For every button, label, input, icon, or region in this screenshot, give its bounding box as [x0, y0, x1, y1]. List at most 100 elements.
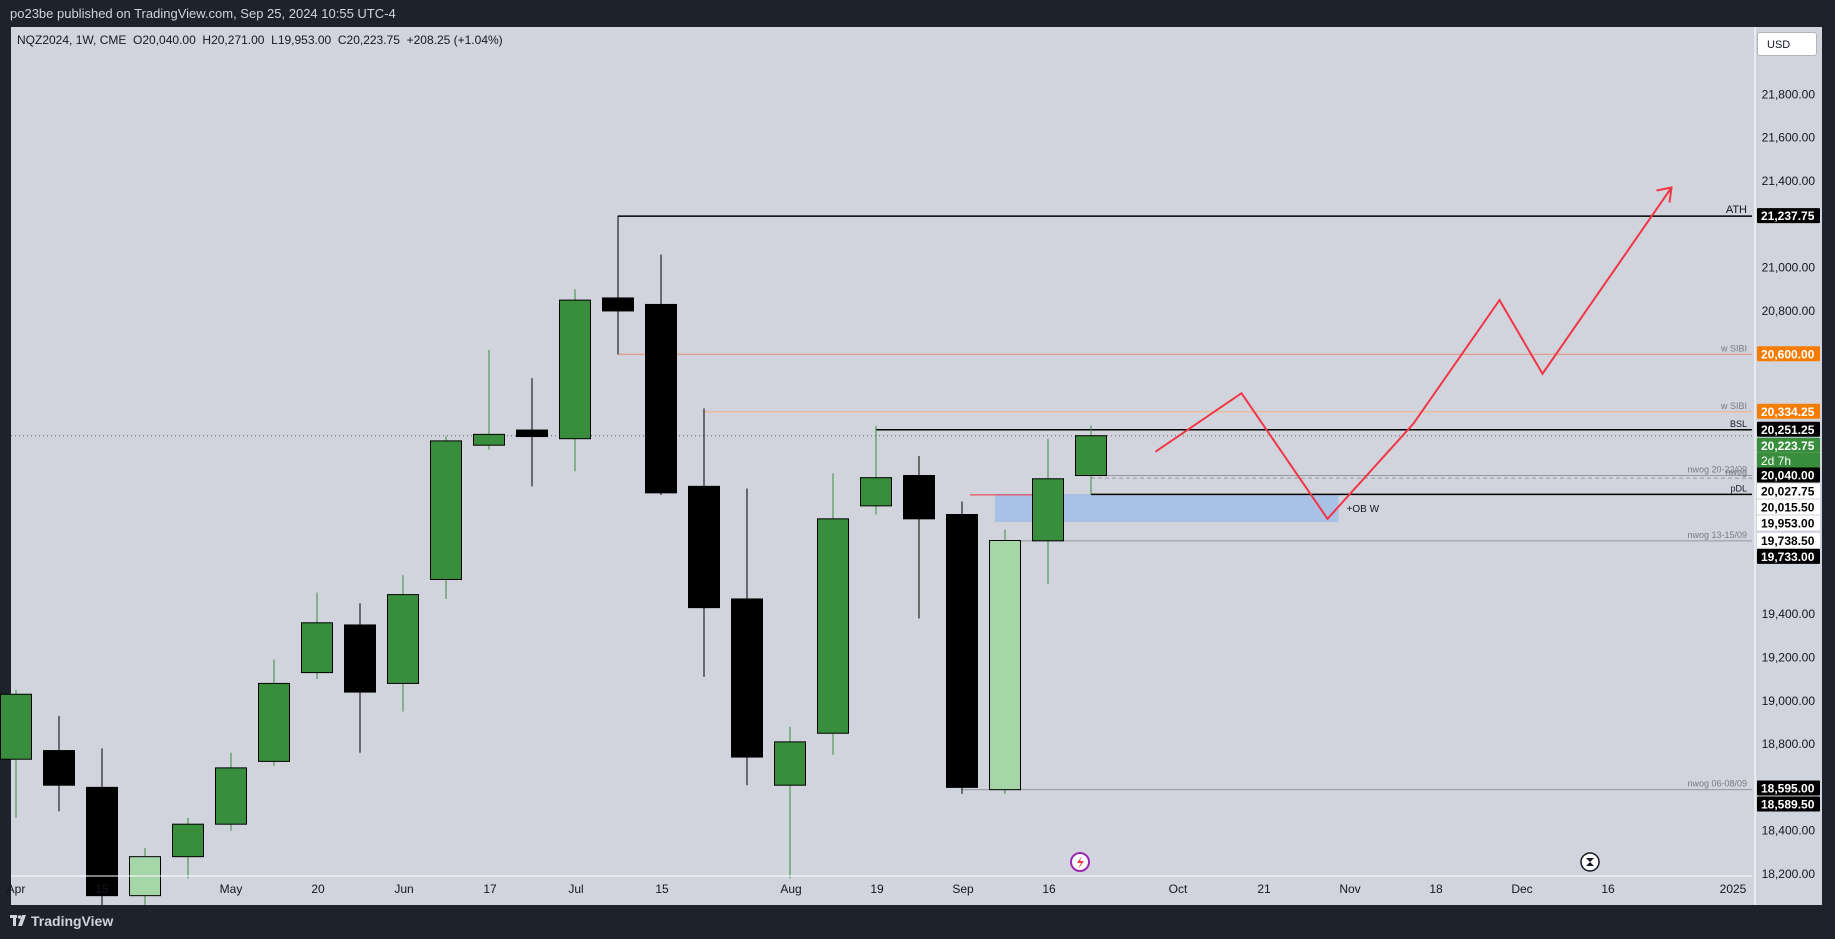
price-label: 19,733.00	[1761, 550, 1815, 564]
countdown-label: 2d 7h	[1761, 454, 1791, 468]
chart-frame[interactable]	[11, 27, 1822, 905]
price-label: 20,040.00	[1761, 469, 1815, 483]
price-label-bg	[1757, 780, 1820, 796]
candle-body	[43, 750, 75, 786]
level-label: pDL	[1730, 483, 1747, 493]
x-tick-label: Sep	[952, 882, 974, 896]
candle-body	[172, 823, 204, 858]
candle-body	[215, 767, 247, 825]
candle-body	[645, 303, 677, 494]
price-label-bg	[1757, 796, 1820, 812]
candle-body	[903, 475, 935, 520]
price-label-bg	[1757, 499, 1820, 515]
candle-body	[1032, 478, 1064, 542]
y-tick-label: 18,400.00	[1762, 824, 1816, 838]
candle-body	[774, 741, 806, 786]
time-axis[interactable]: Apr 15 May 20 Jun 17 Jul 15 Aug 19 Sep 16 Oct 21 Nov 18…	[7, 875, 1752, 896]
price-label: 20,027.75	[1761, 485, 1815, 499]
candle-body	[989, 539, 1021, 791]
price-label: 18,589.50	[1761, 797, 1815, 811]
price-label: 21,237.75	[1761, 209, 1815, 223]
level-label: nwog 20-22/09	[1687, 465, 1747, 475]
x-tick-label: Oct	[1169, 882, 1188, 896]
level-label: w SIBI	[1720, 343, 1747, 353]
candle-body	[301, 622, 333, 674]
x-tick-label: 15	[95, 882, 109, 896]
price-label-bg	[1757, 483, 1820, 499]
candle-body	[1075, 435, 1107, 477]
x-tick-label: 19	[870, 882, 884, 896]
price-label-bg	[1757, 515, 1820, 531]
x-tick-label: 20	[311, 882, 325, 896]
level-label: nwog 06-08/09	[1687, 779, 1747, 789]
x-tick-label: May	[220, 882, 243, 896]
y-tick-label: 19,200.00	[1762, 650, 1816, 664]
currency-selector[interactable]: USD	[1757, 32, 1817, 56]
price-labels-layer: 21,237.75 20,600.00 20,334.25 20,251.25 20,2…	[1757, 208, 1820, 812]
candle-body	[473, 433, 505, 446]
symbol-ohlc-legend[interactable]: NQZ2024, 1W, CME O20,040.00 H20,271.00 L…	[17, 33, 503, 47]
y-tick-label: 19,400.00	[1762, 607, 1816, 621]
y-tick-label: 21,000.00	[1762, 261, 1816, 275]
y-tick-label: 19,000.00	[1762, 694, 1816, 708]
misc-layer	[1070, 852, 1600, 872]
price-label-bg	[1757, 548, 1820, 564]
candle-body	[731, 598, 763, 758]
publish-text: po23be published on TradingView.com, Sep…	[10, 6, 396, 21]
session-icon	[1580, 852, 1600, 872]
tradingview-icon	[10, 915, 26, 926]
price-label: 20,334.25	[1761, 405, 1815, 419]
candle-body	[688, 485, 720, 609]
y-tick-label: 20,800.00	[1762, 304, 1816, 318]
x-tick-label: 2025	[1720, 882, 1747, 896]
candle-body	[602, 297, 634, 312]
x-tick-label: 17	[483, 882, 497, 896]
level-label: nwog 13-15/09	[1687, 530, 1747, 540]
y-tick-label: 21,600.00	[1762, 131, 1816, 145]
price-label: 19,953.00	[1761, 517, 1815, 531]
y-tick-label: 18,800.00	[1762, 737, 1816, 751]
x-tick-label: 16	[1042, 882, 1056, 896]
candles-layer	[0, 215, 1107, 918]
candle-body	[946, 514, 978, 788]
candle-body	[344, 624, 376, 693]
candle-body	[387, 594, 419, 684]
x-tick-label: Apr	[7, 882, 26, 896]
price-label: 20,600.00	[1761, 347, 1815, 361]
forecast-arrowhead	[1656, 186, 1673, 203]
publish-header: po23be published on TradingView.com, Sep…	[0, 0, 1835, 27]
footer-bar: TradingView	[0, 905, 1835, 939]
order-block-label: +OB W	[1347, 504, 1380, 515]
x-tick-label: Dec	[1511, 882, 1532, 896]
price-label-bg	[1757, 467, 1820, 483]
candle-body	[430, 440, 462, 580]
tradingview-logo[interactable]: TradingView	[10, 913, 113, 929]
price-label: 20,015.50	[1761, 501, 1815, 515]
x-tick-label: Jul	[568, 882, 583, 896]
candle-body	[559, 299, 591, 440]
price-label-bg	[1757, 208, 1820, 224]
x-tick-label: 21	[1257, 882, 1271, 896]
candle-body	[860, 477, 892, 507]
level-label: ATH	[1726, 204, 1747, 216]
hourglass-icon	[1586, 858, 1594, 866]
price-label: 19,738.50	[1761, 534, 1815, 548]
price-label-bg	[1757, 403, 1820, 419]
level-label: w SIBI	[1720, 401, 1747, 411]
price-label-bg	[1757, 532, 1820, 548]
y-tick-label: 18,200.00	[1762, 867, 1816, 881]
y-tick-label: 21,400.00	[1762, 174, 1816, 188]
level-label: nwog	[1725, 467, 1747, 477]
x-tick-label: Jun	[394, 882, 413, 896]
brand-name: TradingView	[31, 913, 114, 929]
x-tick-label: Nov	[1339, 882, 1360, 896]
x-tick-label: Aug	[780, 882, 801, 896]
forecast-path	[1154, 186, 1673, 521]
countdown-bg	[1757, 452, 1820, 468]
candle-body	[258, 682, 290, 762]
y-tick-label: 21,800.00	[1762, 87, 1816, 101]
lightning-icon	[1077, 856, 1084, 869]
price-label: 20,251.25	[1761, 423, 1815, 437]
price-label-bg	[1757, 346, 1820, 362]
